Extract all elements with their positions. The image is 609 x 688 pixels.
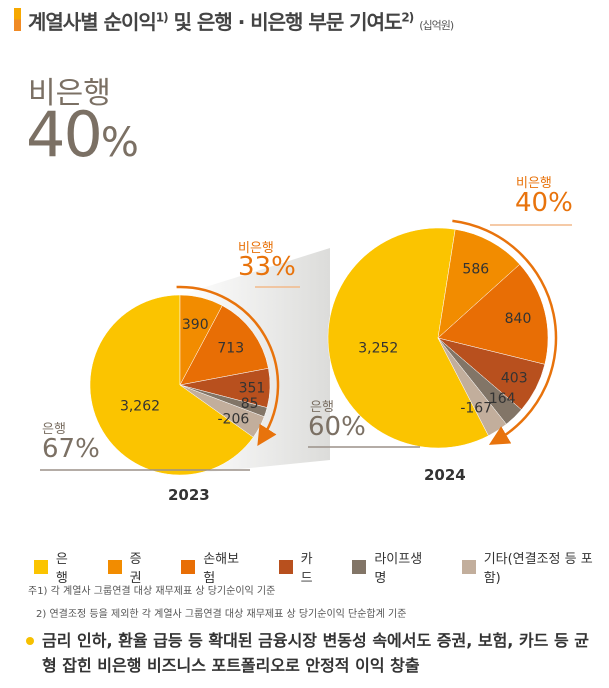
year-label-2023: 2023 <box>168 486 210 504</box>
slice-securities-2024 <box>437 229 521 339</box>
legend-swatch <box>34 560 48 574</box>
nonbank-label-2024: 비은행 <box>516 176 552 191</box>
legend-swatch <box>352 560 367 574</box>
data-label-card-2023: 351 <box>239 380 266 396</box>
legend-item-life: 라이프생명 <box>352 548 433 586</box>
data-label-life-2023: 85 <box>241 396 259 412</box>
bullet-dot-icon <box>26 637 34 645</box>
legend-swatch <box>107 560 122 574</box>
legend-item-insurance: 손해보험 <box>181 548 250 586</box>
legend-item-other: 기타(연결조정 등 포함) <box>461 548 609 586</box>
nonbank-label-2023: 비은행 <box>238 241 274 256</box>
data-label-bank-2024: 3,252 <box>358 341 398 357</box>
bank-label-2024: 은행 <box>310 400 334 415</box>
summary-text: 금리 인하, 환율 급등 등 확대된 금융시장 변동성 속에서도 증권, 보험,… <box>42 631 589 675</box>
slice-bank-2024 <box>327 227 489 449</box>
footnote-ref-2: 2) <box>401 10 414 25</box>
footnote-ref-1: 1) <box>155 10 169 25</box>
headline-number: 40 <box>26 98 103 171</box>
legend-item-bank: 은행 <box>34 548 80 586</box>
headline-percent: % <box>100 120 139 166</box>
summary-bullet: 금리 인하, 환율 급등 등 확대된 금융시장 변동성 속에서도 증권, 보험,… <box>22 628 602 678</box>
legend-item-securities: 증권 <box>107 548 154 586</box>
data-label-other-2023: -206 <box>218 411 250 427</box>
data-label-insurance-2023: 713 <box>217 341 244 357</box>
legend-swatch <box>278 560 293 574</box>
slice-bank-2023 <box>89 294 254 476</box>
bank-pct-2024: 60% <box>308 412 366 442</box>
data-label-other-2024: -167 <box>460 400 492 416</box>
legend-label: 카드 <box>300 552 313 586</box>
headline-label: 비은행 <box>28 76 111 111</box>
footnote-2: 2) 연결조정 등을 제외한 각 계열사 그룹연결 대상 재무제표 상 당기순이… <box>36 609 407 620</box>
legend-label: 손해보험 <box>203 552 240 586</box>
nonbank-arrow-2024 <box>452 219 558 445</box>
legend-swatch <box>181 560 196 574</box>
title-text-2: 및 은행 · 비은행 부문 기여도 <box>167 10 403 34</box>
page-title: 계열사별 순이익1) 및 은행 · 비은행 부문 기여도2) (십억원) <box>28 6 454 35</box>
unit-label: (십억원) <box>419 19 454 32</box>
legend: 은행 증권 손해보험 카드 라이프생명 기타(연결조정 등 포함) <box>34 548 609 586</box>
slice-insurance-2023 <box>179 305 269 386</box>
data-label-bank-2023: 3,262 <box>120 399 160 415</box>
legend-item-card: 카드 <box>278 548 325 586</box>
data-label-life-2024: 164 <box>489 391 516 407</box>
title-text: 계열사별 순이익 <box>28 10 157 34</box>
bank-pct-2023: 67% <box>42 434 100 464</box>
data-label-card-2024: 403 <box>501 370 528 386</box>
slice-insurance-2024 <box>437 264 549 365</box>
data-label-securities-2024: 586 <box>462 261 489 277</box>
legend-label: 은행 <box>55 552 68 586</box>
legend-swatch <box>461 560 476 574</box>
year-label-2024: 2024 <box>424 466 466 484</box>
footnote-1: 주1) 각 계열사 그룹연결 대상 재무제표 상 당기순이익 기준 <box>28 586 276 597</box>
headline-value: 40% <box>26 98 139 171</box>
nonbank-pct-2023: 33% <box>238 252 296 282</box>
legend-label: 라이프생명 <box>374 552 423 586</box>
nonbank-pct-2024: 40% <box>515 188 573 218</box>
bank-label-2023: 은행 <box>42 422 66 437</box>
legend-label: 증권 <box>129 552 142 586</box>
legend-label: 기타(연결조정 등 포함) <box>483 552 593 586</box>
title-marker <box>14 8 21 31</box>
nonbank-arrow-2023 <box>176 285 280 447</box>
data-label-securities-2023: 390 <box>182 317 209 333</box>
data-label-insurance-2024: 840 <box>505 311 532 327</box>
